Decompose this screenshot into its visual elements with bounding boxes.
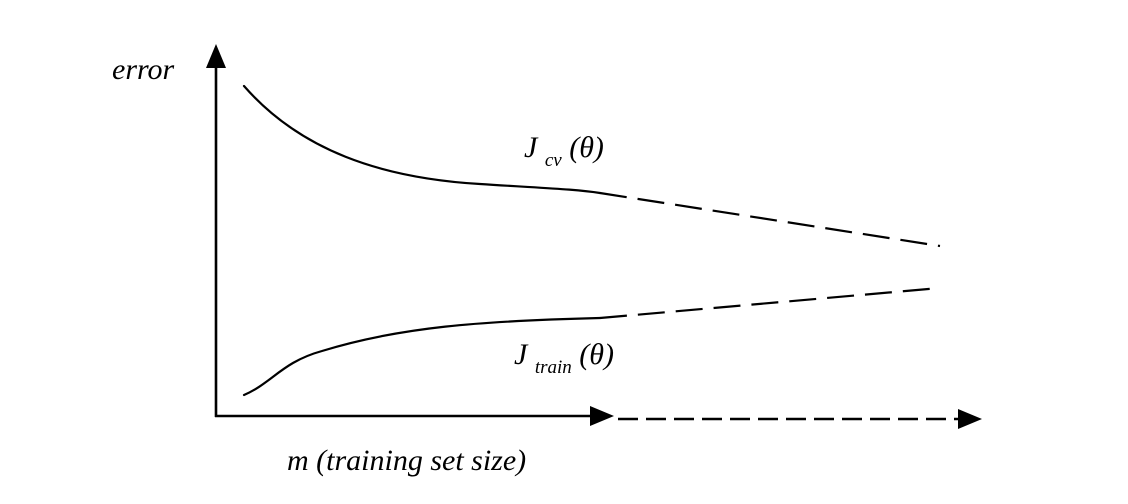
y-axis-label: error — [112, 53, 175, 86]
cv-label-main: J — [524, 131, 539, 164]
train-label-subscript: train — [535, 357, 572, 378]
cv-error-curve — [242, 84, 602, 195]
cv-curve-label: J cv (θ) — [524, 131, 604, 173]
cv-label-subscript: cv — [545, 150, 562, 171]
train-label-argument: (θ) — [579, 338, 614, 371]
train-curve-label: J train (θ) — [514, 338, 614, 380]
x-axis-label: m (training set size) — [287, 444, 526, 477]
train-label-main: J — [514, 338, 529, 371]
train-error-curve — [242, 316, 602, 397]
train-error-extrapolation-dashed — [599, 286, 941, 320]
y-axis-arrowhead — [206, 44, 226, 68]
cv-label-argument: (θ) — [569, 131, 604, 164]
x-axis-arrowhead — [590, 406, 614, 426]
cv-error-extrapolation-dashed — [599, 191, 941, 248]
x-axis-extension-arrowhead — [958, 409, 982, 429]
